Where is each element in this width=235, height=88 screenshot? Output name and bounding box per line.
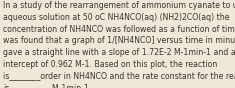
- Text: In a study of the rearrangement of ammonium cyanate to urea in
aqueous solution : In a study of the rearrangement of ammon…: [3, 1, 235, 88]
